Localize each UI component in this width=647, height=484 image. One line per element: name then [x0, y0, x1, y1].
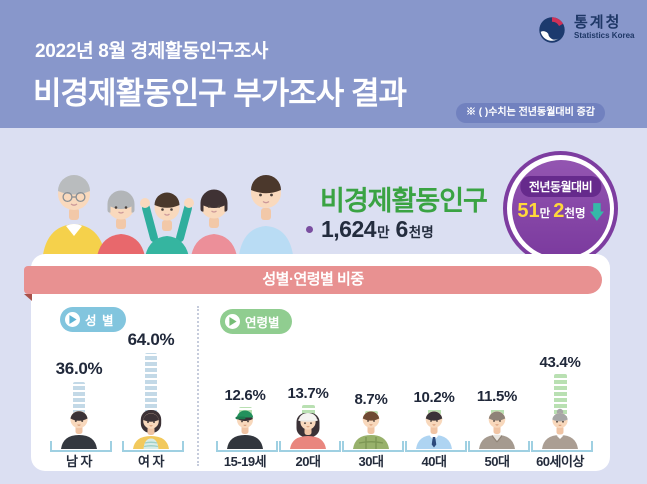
female-label: 여 자: [137, 454, 165, 469]
summary-value: 1,624 만 6 천명: [306, 216, 435, 243]
play-icon: [65, 312, 80, 327]
statistics-korea-logo: 통계청 Statistics Korea: [536, 14, 634, 46]
age-50s-label: 50대: [484, 454, 510, 469]
yoy-change-badge: 전년동월대비 51 만 2 천명: [503, 151, 618, 266]
age-20s-percent: 13.7%: [287, 385, 329, 402]
age-50s-bracket: [468, 441, 530, 452]
section-title-ribbon: 성별·연령별 비중: [24, 266, 602, 294]
summary-unit-2: 천명: [408, 225, 434, 240]
person-icon-woman-20s: [290, 413, 326, 449]
survey-title: 2022년 8월 경제활동인구조사: [35, 41, 269, 62]
summary-number-sub: 6: [395, 216, 408, 242]
female-bracket: [122, 441, 184, 452]
badge-unit-2: 천명: [564, 208, 586, 220]
person-icon-man-40s: [416, 411, 452, 449]
logo-title: 통계청: [574, 14, 622, 31]
age-20s-bracket: [279, 441, 341, 452]
taegeuk-icon: [539, 17, 565, 43]
badge-number-1: 51: [517, 200, 540, 222]
badge-number-2: 2: [553, 200, 565, 222]
gender-column-male: 36.0%: [47, 328, 111, 420]
female-percent: 64.0%: [127, 330, 175, 349]
age-15-19-label: 15-19세: [223, 454, 267, 469]
person-icon-man-50s: [479, 411, 515, 449]
age-40s-bracket: [405, 441, 467, 452]
badge-unit-1: 만: [539, 208, 551, 220]
gender-panel-label-text: 성 별: [85, 314, 115, 328]
male-bar: [73, 382, 85, 420]
summary-title: 비경제활동인구: [320, 186, 488, 216]
gender-panel-label: 성 별: [60, 307, 127, 332]
age-30s-percent: 8.7%: [354, 391, 388, 408]
male-label: 남 자: [65, 454, 93, 469]
male-percent: 36.0%: [55, 359, 103, 378]
arrow-down-icon: [589, 202, 604, 221]
summary-unit-1: 만: [377, 225, 390, 240]
bullet-icon: [306, 226, 313, 233]
age-15-19-percent: 12.6%: [224, 387, 266, 404]
age-60plus-label: 60세이상: [536, 454, 584, 469]
age-15-19-bracket: [216, 441, 278, 452]
age-panel-label-text: 연령별: [245, 316, 280, 330]
play-icon: [225, 314, 240, 329]
person-icon-teen: [227, 410, 263, 449]
person-icon-man-30s: [353, 411, 389, 449]
age-60plus-bracket: [531, 441, 593, 452]
age-50s-percent: 11.5%: [476, 388, 518, 405]
family-illustration: [42, 175, 294, 264]
ribbon-fold: [24, 294, 32, 301]
age-60plus-bar: [553, 374, 567, 420]
age-30s-bracket: [342, 441, 404, 452]
male-bracket: [50, 441, 112, 452]
age-30s-label: 30대: [358, 454, 384, 469]
age-40s-percent: 10.2%: [413, 389, 455, 406]
female-bar: [145, 353, 157, 420]
person-icon-woman-60plus: [542, 408, 578, 449]
person-icon-female: [133, 410, 169, 449]
badge-caption: 전년동월대비: [519, 176, 602, 197]
age-60plus-percent: 43.4%: [539, 354, 581, 371]
age-column-60plus: 43.4%: [528, 352, 592, 420]
page-title: 비경제활동인구 부가조사 결과: [33, 76, 407, 111]
age-20s-label: 20대: [295, 454, 321, 469]
age-panel-label: 연령별: [220, 309, 292, 334]
note-badge: ※ ( )수치는 전년동월대비 증감: [456, 103, 605, 123]
gender-column-female: 64.0%: [119, 328, 183, 420]
summary-number-main: 1,624: [321, 216, 377, 242]
age-40s-label: 40대: [421, 454, 447, 469]
badge-value: 51 만 2 천명: [517, 200, 604, 223]
dotted-divider: [197, 306, 199, 466]
person-icon-male: [61, 410, 97, 449]
logo-subtitle: Statistics Korea: [574, 31, 635, 41]
